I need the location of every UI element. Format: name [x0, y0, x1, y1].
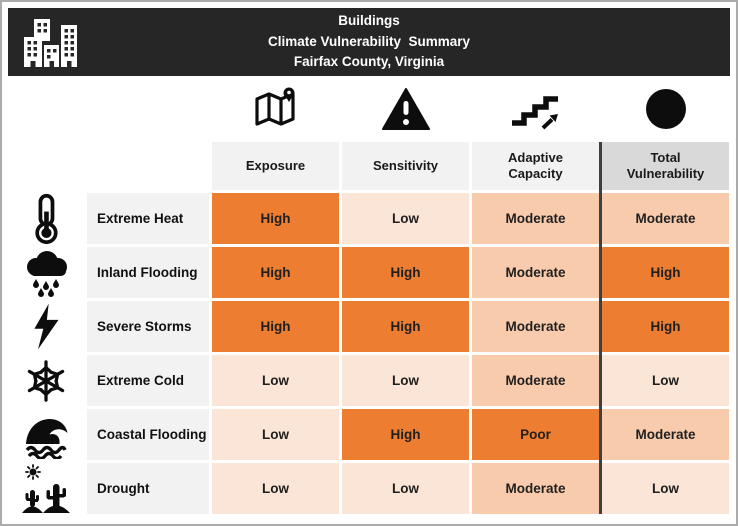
thermometer-icon	[8, 193, 84, 244]
cell-extreme-cold-sensitivity: Low	[342, 355, 469, 406]
total-column-divider	[599, 142, 602, 514]
map-pin-icon	[212, 79, 339, 139]
snowflake-icon	[8, 355, 84, 406]
cell-coastal-flooding-adaptive-capacity: Poor	[472, 409, 599, 460]
cell-extreme-heat-sensitivity: Low	[342, 193, 469, 244]
page-title: Buildings Climate Vulnerability Summary …	[268, 11, 470, 74]
cell-coastal-flooding-sensitivity: High	[342, 409, 469, 460]
title-line-3: Fairfax County, Virginia	[293, 54, 445, 70]
cell-extreme-heat-total: Moderate	[602, 193, 729, 244]
hazard-label-coastal-flooding: Coastal Flooding	[87, 409, 209, 460]
hazard-label-drought: Drought	[87, 463, 209, 514]
cell-inland-flooding-exposure: High	[212, 247, 339, 298]
cell-coastal-flooding-total: Moderate	[602, 409, 729, 460]
cell-extreme-cold-total: Low	[602, 355, 729, 406]
rain-cloud-icon	[8, 247, 84, 298]
stairs-arrow-icon	[472, 79, 599, 139]
cell-inland-flooding-adaptive-capacity: Moderate	[472, 247, 599, 298]
lightning-icon	[8, 301, 84, 352]
cell-drought-exposure: Low	[212, 463, 339, 514]
title-bar: Buildings Climate Vulnerability Summary …	[8, 8, 730, 76]
cell-severe-storms-total: High	[602, 301, 729, 352]
cactus-sun-icon	[8, 463, 84, 514]
cell-inland-flooding-total: High	[602, 247, 729, 298]
cell-inland-flooding-sensitivity: High	[342, 247, 469, 298]
hazard-label-extreme-cold: Extreme Cold	[87, 355, 209, 406]
filled-circle-icon	[602, 79, 729, 139]
column-header-total-vulnerability: Total Vulnerability	[602, 142, 729, 190]
cell-extreme-cold-adaptive-capacity: Moderate	[472, 355, 599, 406]
title-line-2: Climate Vulnerability Summary	[267, 33, 471, 49]
cell-drought-sensitivity: Low	[342, 463, 469, 514]
hazard-label-inland-flooding: Inland Flooding	[87, 247, 209, 298]
spacer	[8, 142, 84, 190]
column-header-adaptive-capacity: Adaptive Capacity	[472, 142, 599, 190]
hazard-label-severe-storms: Severe Storms	[87, 301, 209, 352]
cell-severe-storms-exposure: High	[212, 301, 339, 352]
cell-extreme-heat-exposure: High	[212, 193, 339, 244]
cell-extreme-heat-adaptive-capacity: Moderate	[472, 193, 599, 244]
hazard-label-extreme-heat: Extreme Heat	[87, 193, 209, 244]
spacer	[87, 142, 209, 190]
cell-severe-storms-sensitivity: High	[342, 301, 469, 352]
cell-severe-storms-adaptive-capacity: Moderate	[472, 301, 599, 352]
cell-extreme-cold-exposure: Low	[212, 355, 339, 406]
vulnerability-matrix: Exposure Sensitivity Adaptive Capacity T…	[8, 79, 729, 514]
column-header-exposure: Exposure	[212, 142, 339, 190]
cell-drought-adaptive-capacity: Moderate	[472, 463, 599, 514]
buildings-icon	[20, 15, 78, 69]
wave-icon	[8, 409, 84, 460]
title-line-1: Buildings	[338, 12, 400, 28]
spacer	[87, 79, 209, 139]
cell-drought-total: Low	[602, 463, 729, 514]
cell-coastal-flooding-exposure: Low	[212, 409, 339, 460]
spacer	[8, 79, 84, 139]
warning-triangle-icon	[342, 79, 469, 139]
column-header-sensitivity: Sensitivity	[342, 142, 469, 190]
